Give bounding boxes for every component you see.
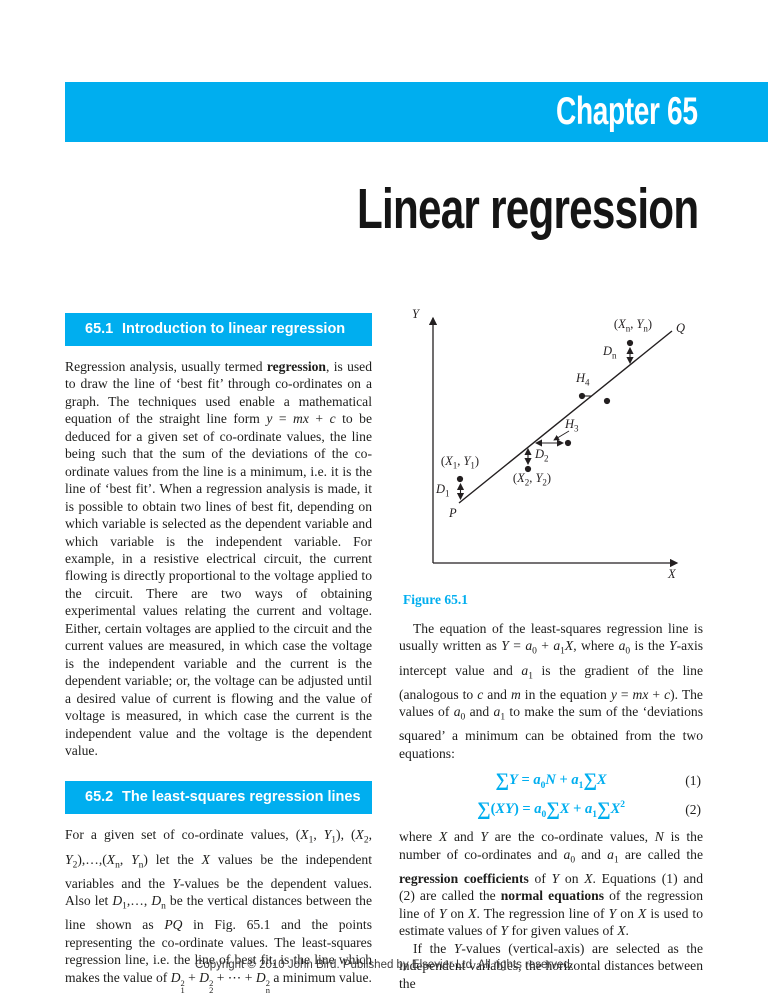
- section-title: Introduction to linear regression: [122, 321, 346, 337]
- equation-2-expression: ∑(XY) = a0∑X + a1∑X2: [477, 799, 625, 821]
- y-axis-label: Y: [412, 307, 419, 321]
- section-title: The least-squares regression lines: [122, 789, 361, 806]
- equation-2-number: (2): [685, 802, 701, 818]
- right-paragraph-3: If the Y-values (vertical-axis) are sele…: [399, 940, 704, 991]
- distance-label-d2: D2: [535, 447, 549, 464]
- figure-65-1: Y X P Q (X1, Y1) (X2, Y2) (Xn, Yn) D1 D2…: [392, 300, 708, 590]
- data-point-n: [626, 339, 634, 347]
- distance-label-h4: H4: [576, 371, 590, 388]
- data-point-3: [564, 439, 572, 447]
- data-point-2: [524, 465, 532, 473]
- x-axis-label: X: [668, 567, 676, 581]
- footer-copyright: Copyright © 2010 John Bird. Published by…: [195, 959, 573, 971]
- normal-equations: ∑Y = a0N + a1∑X (1) ∑(XY) = a0∑X + a1∑X2…: [399, 770, 703, 821]
- data-point-5: [603, 397, 611, 405]
- right-paragraph-1: The equation of the least-squares regres…: [399, 621, 704, 761]
- right-paragraph-2: where X and Y are the co-ordinate values…: [399, 829, 704, 939]
- equation-1-number: (1): [685, 773, 701, 789]
- point-q-label: Q: [676, 321, 686, 335]
- section-heading-65-2: 65.2 The least-squares regression lines: [65, 781, 372, 815]
- section-number: 65.2: [85, 789, 114, 806]
- coordinate-label-x1y1: (X1, Y1): [440, 454, 480, 471]
- point-p-label: P: [449, 506, 457, 520]
- equation-2: ∑(XY) = a0∑X + a1∑X2 (2): [399, 799, 703, 821]
- left-column: 65.1 Introduction to linear regression R…: [65, 313, 372, 995]
- chapter-label: Chapter 65: [556, 90, 698, 133]
- page-title: Linear regression: [356, 177, 699, 241]
- coordinate-label-x2y2: (X2, Y2): [512, 471, 552, 488]
- distance-label-dn: Dn: [603, 344, 617, 361]
- section-65-2-body: For a given set of co-ordinate values, (…: [65, 827, 372, 995]
- data-point-1: [456, 475, 464, 483]
- chapter-banner: Chapter 65: [65, 82, 768, 142]
- coordinate-label-xnyn: (Xn, Yn): [613, 317, 653, 334]
- section-number: 65.1: [85, 321, 114, 337]
- section-65-1-body: Regression analysis, usually termed regr…: [65, 359, 373, 758]
- equation-1: ∑Y = a0N + a1∑X (1): [399, 770, 703, 792]
- distance-label-h3: H3: [565, 417, 579, 434]
- distance-label-d1: D1: [436, 482, 450, 499]
- section-heading-65-1: 65.1 Introduction to linear regression: [65, 313, 372, 346]
- regression-line: [458, 330, 673, 504]
- h3-pointer-arrow: [553, 430, 570, 441]
- right-column: Figure 65.1 The equation of the least-sq…: [399, 592, 703, 992]
- figure-caption: Figure 65.1: [403, 592, 468, 607]
- figure-drawing: [428, 316, 679, 568]
- equation-1-expression: ∑Y = a0N + a1∑X: [495, 770, 607, 792]
